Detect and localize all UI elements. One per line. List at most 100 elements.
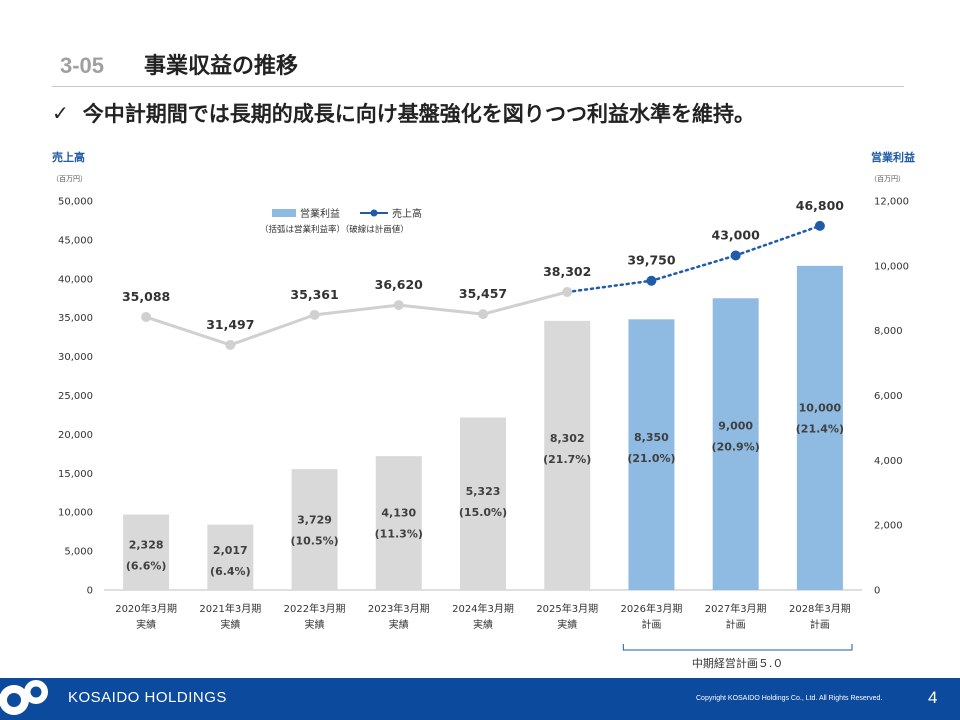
bar-margin-label: (11.3%) [375, 527, 423, 540]
line-segment-sales [482, 290, 568, 316]
page-number: 4 [928, 688, 938, 707]
bar-value-label: 9,000 [718, 420, 753, 433]
category-type-label: 計画 [810, 618, 830, 631]
right-tick-label: 4,000 [874, 456, 903, 467]
line-point-sales [646, 275, 657, 286]
slide-header: 3-05 事業収益の推移 [60, 48, 298, 80]
line-value-label: 35,361 [290, 287, 338, 302]
category-year-label: 2024年3月期 [452, 602, 514, 615]
left-tick-label: 50,000 [58, 197, 93, 208]
legend-note: （括弧は営業利益率）（破線は計画値） [260, 224, 409, 235]
bar-margin-label: (10.5%) [290, 535, 338, 548]
headline-text: 今中計期間では長期的成長に向け基盤強化を図りつつ利益水準を維持。 [82, 102, 755, 126]
bar-margin-label: (21.4%) [796, 423, 844, 436]
line-segment-sales [734, 224, 822, 257]
right-tick-label: 6,000 [874, 391, 903, 402]
plan-bracket-label: 中期経営計画５.０ [692, 656, 784, 670]
bar-value-label: 5,323 [466, 485, 501, 498]
category-type-label: 計画 [726, 618, 746, 631]
right-tick-label: 8,000 [874, 326, 903, 337]
bar-margin-label: (20.9%) [712, 441, 760, 454]
right-tick-label: 10,000 [874, 261, 909, 272]
left-axis-unit: （百万円） [52, 175, 87, 183]
left-tick-label: 20,000 [58, 430, 93, 441]
category-type-label: 実績 [305, 618, 325, 631]
section-title: 事業収益の推移 [144, 54, 299, 79]
bar-margin-label: (15.0%) [459, 506, 507, 519]
bar-margin-label: (6.6%) [126, 559, 167, 572]
bar-operating-profit [291, 469, 338, 590]
line-point-sales [814, 220, 825, 231]
line-segment-sales [314, 303, 399, 317]
legend-bar-swatch [272, 209, 296, 217]
footer-brand: KOSAIDO HOLDINGS [68, 689, 227, 706]
revenue-profit-chart: 売上高 （百万円） 営業利益 （百万円） 0 5,000 10,000 15,000 20,00… [52, 150, 915, 670]
bar-value-label: 10,000 [799, 402, 842, 415]
bar-operating-profit [460, 417, 506, 590]
line-point-sales [562, 287, 573, 298]
left-tick-label: 10,000 [58, 508, 93, 519]
left-tick-label: 0 [87, 586, 93, 597]
category-year-label: 2027年3月期 [705, 602, 767, 615]
check-icon: ✓ [52, 101, 69, 125]
footer-bar [0, 678, 960, 720]
left-tick-label: 45,000 [58, 235, 93, 246]
line-segment-sales [229, 313, 316, 347]
left-tick-label: 5,000 [64, 547, 93, 558]
category-year-label: 2022年3月期 [284, 602, 346, 615]
bar-operating-profit [207, 524, 254, 590]
bar-operating-profit [628, 319, 675, 590]
bar-margin-label: (21.0%) [627, 452, 675, 465]
line-value-label: 36,620 [375, 277, 424, 292]
left-tick-label: 40,000 [58, 274, 93, 285]
line-value-label: 43,000 [712, 227, 761, 242]
category-year-label: 2020年3月期 [115, 602, 177, 615]
line-value-label: 35,457 [459, 286, 507, 301]
legend-line-label: 売上高 [392, 207, 422, 220]
line-point-sales [730, 250, 741, 261]
bar-value-label: 8,302 [550, 432, 585, 445]
plan-bracket [622, 644, 853, 651]
right-tick-label: 0 [874, 586, 880, 597]
line-value-label: 39,750 [627, 253, 676, 268]
line-segment-sales [565, 279, 653, 294]
left-tick-label: 25,000 [58, 391, 93, 402]
left-tick-label: 35,000 [58, 313, 93, 324]
bar-operating-profit [375, 456, 422, 590]
bar-margin-label: (21.7%) [543, 453, 591, 466]
line-segment-sales [650, 254, 737, 282]
category-year-label: 2028年3月期 [789, 602, 851, 615]
category-year-label: 2026年3月期 [621, 602, 683, 615]
headline: ✓ 今中計期間では長期的成長に向け基盤強化を図りつつ利益水準を維持。 [52, 98, 755, 128]
line-point-sales [141, 312, 152, 323]
bar-value-label: 8,350 [634, 431, 669, 444]
category-type-label: 計画 [641, 618, 661, 631]
category-year-label: 2025年3月期 [536, 602, 598, 615]
line-value-label: 38,302 [543, 264, 591, 279]
section-number: 3-05 [60, 53, 105, 78]
category-type-label: 実績 [220, 618, 240, 631]
category-type-label: 実績 [557, 618, 577, 631]
right-axis-unit: （百万円） [870, 175, 905, 183]
left-tick-label: 30,000 [58, 352, 93, 363]
bar-operating-profit [712, 298, 759, 590]
category-type-label: 実績 [389, 618, 409, 631]
bar-value-label: 3,729 [297, 514, 332, 527]
bar-value-label: 2,017 [213, 544, 248, 557]
line-point-sales [225, 339, 236, 350]
line-segment-sales [398, 303, 484, 316]
left-tick-label: 15,000 [58, 469, 93, 480]
category-type-label: 実績 [136, 618, 156, 631]
bar-value-label: 2,328 [129, 538, 164, 551]
line-point-sales [309, 309, 320, 320]
line-value-label: 46,800 [796, 198, 845, 213]
header-divider [52, 86, 904, 87]
category-type-label: 実績 [473, 618, 493, 631]
line-segment-sales [145, 315, 231, 347]
line-point-sales [478, 309, 488, 320]
footer-copyright: Copyright KOSAIDO Holdings Co., Ltd. All… [696, 695, 883, 702]
right-tick-label: 12,000 [874, 197, 909, 208]
bar-margin-label: (6.4%) [210, 565, 251, 578]
line-value-label: 35,088 [122, 289, 170, 304]
right-axis-title: 営業利益 [871, 150, 915, 164]
